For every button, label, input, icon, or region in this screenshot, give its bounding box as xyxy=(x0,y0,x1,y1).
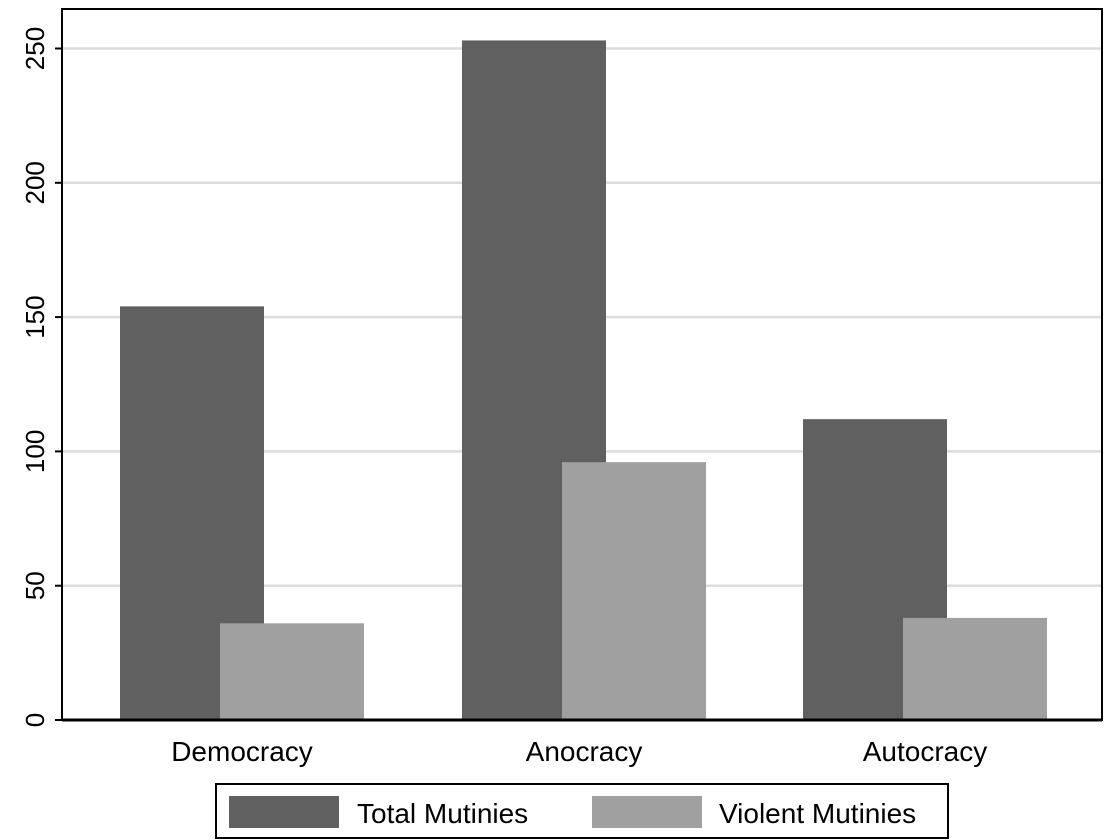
bar-autocracy-violent-mutinies xyxy=(903,617,1047,720)
y-tick-label-100: 100 xyxy=(20,430,50,473)
x-category-label-anocracy: Anocracy xyxy=(526,736,643,767)
x-category-label-democracy: Democracy xyxy=(171,736,313,767)
bars xyxy=(120,40,1047,720)
x-axis-categories: Democracy Anocracy Autocracy xyxy=(171,736,987,767)
legend-swatch-total-mutinies xyxy=(229,796,339,828)
y-tick-label-250: 250 xyxy=(20,27,50,70)
y-tick-label-150: 150 xyxy=(20,295,50,338)
legend: Total Mutinies Violent Mutinies xyxy=(215,783,949,839)
x-category-label-autocracy: Autocracy xyxy=(863,736,988,767)
y-axis-ticks: 0 50 100 150 200 250 xyxy=(20,27,62,727)
legend-label-total-mutinies: Total Mutinies xyxy=(357,798,528,829)
bar-democracy-violent-mutinies xyxy=(220,623,364,720)
y-tick-label-200: 200 xyxy=(20,161,50,204)
legend-swatch-violent-mutinies xyxy=(592,796,702,828)
bar-anocracy-violent-mutinies xyxy=(562,462,706,720)
y-tick-label-0: 0 xyxy=(20,713,50,727)
legend-label-violent-mutinies: Violent Mutinies xyxy=(719,798,916,829)
y-tick-label-50: 50 xyxy=(20,571,50,600)
